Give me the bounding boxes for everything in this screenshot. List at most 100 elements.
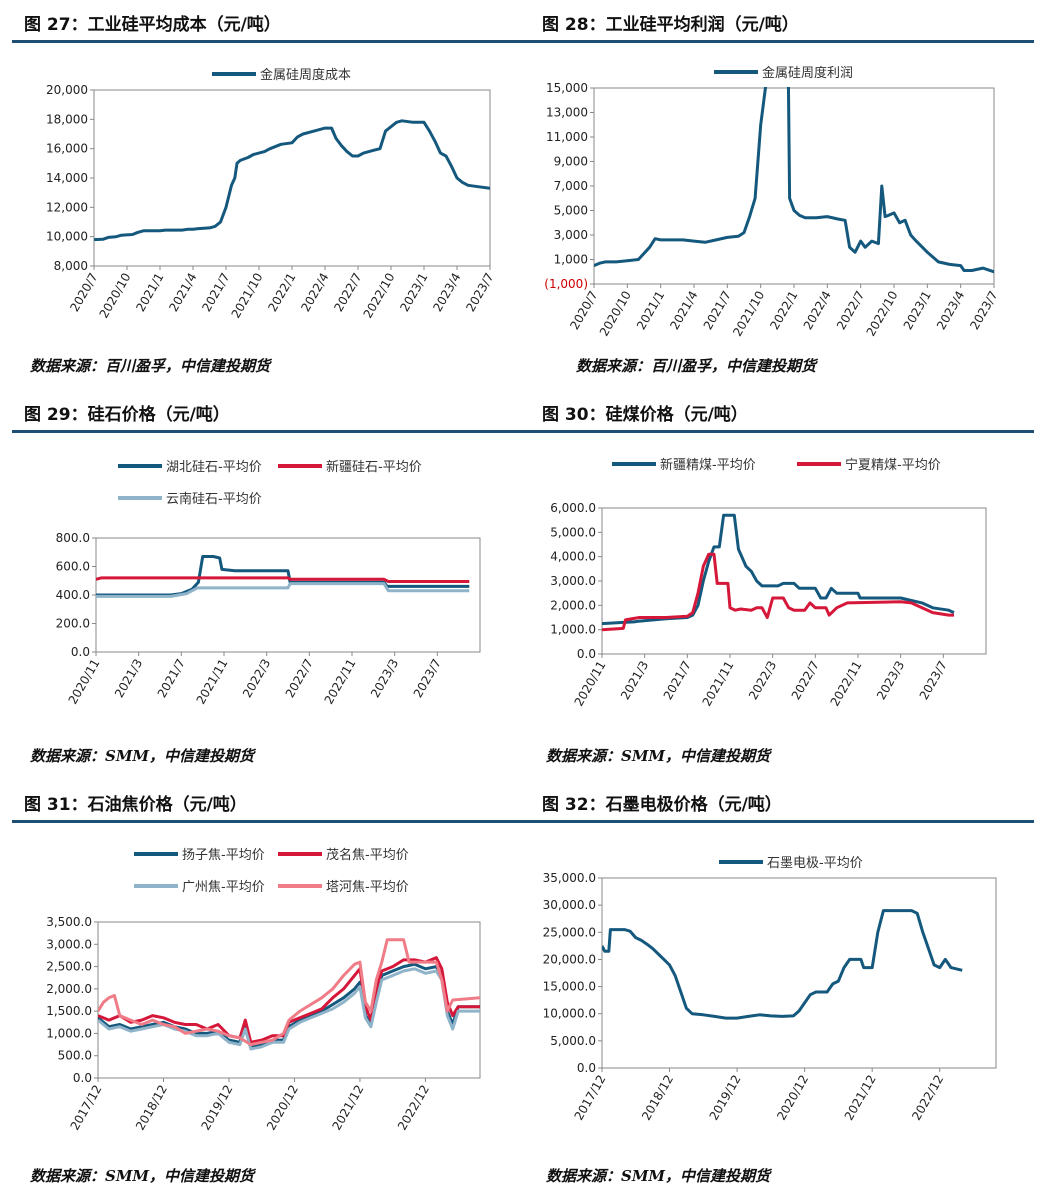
y-tick-label: 20,000	[46, 83, 88, 97]
y-tick-label: 30,000.0	[543, 898, 596, 912]
legend-label: 塔河焦-平均价	[326, 880, 409, 895]
y-tick-label: 11,000	[546, 130, 588, 144]
x-tick-label: 2018/12	[133, 1083, 170, 1133]
y-tick-label: 1,000.0	[46, 1026, 92, 1040]
y-tick-label: 0.0	[577, 1061, 596, 1075]
x-tick-label: 2021/12	[842, 1073, 879, 1123]
x-tick-label: 2023/4	[934, 289, 967, 333]
y-tick-label: 800.0	[56, 531, 90, 545]
y-tick-label: 2,000.0	[550, 598, 596, 612]
y-tick-label: 200.0	[56, 617, 90, 631]
x-tick-label: 2021/7	[199, 271, 232, 315]
y-tick-label: 18,000	[46, 112, 88, 126]
panel-fig28: 图 28：工业硅平均利润（元/吨） (1,000) 1,000 3,000 5,000…	[530, 0, 1034, 388]
y-tick-label: 600.0	[56, 560, 90, 574]
x-tick-label: 2021/7	[661, 659, 694, 703]
series-line	[94, 119, 490, 242]
x-tick-label: 2023/1	[397, 271, 430, 315]
y-tick-label: 0.0	[71, 645, 90, 659]
x-tick-label: 2020/10	[97, 271, 134, 321]
y-tick-label: 5,000.0	[550, 525, 596, 539]
title-rule	[530, 820, 1034, 823]
y-tick-label: 12,000	[46, 200, 88, 214]
x-tick-label: 2021/12	[329, 1083, 366, 1133]
x-tick-label: 2023/7	[411, 657, 444, 701]
figure-title: 图 27：工业硅平均成本（元/吨）	[24, 15, 281, 35]
title-rule	[12, 40, 534, 43]
y-tick-label: 20,000.0	[543, 952, 596, 966]
figure-title: 图 28：工业硅平均利润（元/吨）	[542, 15, 799, 35]
series-line	[594, 87, 994, 274]
x-tick-label: 2021/11	[194, 657, 231, 707]
chart-graphite-electrode: 0.0 5,000.0 10,000.0 15,000.0 20,000.0 25,000…	[543, 856, 997, 1123]
y-tick-label: 4,000.0	[550, 550, 596, 564]
y-tick-label: 35,000.0	[543, 871, 596, 885]
series-line	[96, 582, 470, 598]
x-tick-label: 2022/7	[789, 659, 822, 703]
source-note: 数据来源：SMM，中信建投期货	[30, 747, 255, 765]
legend-label: 新疆硅石-平均价	[326, 459, 422, 475]
x-tick-label: 2022/7	[834, 289, 867, 333]
y-tick-label: 14,000	[46, 171, 88, 185]
x-tick-label: 2017/12	[68, 1083, 105, 1133]
plot-frame	[601, 877, 997, 1069]
x-tick-label: 2022/12	[395, 1083, 432, 1133]
x-tick-label: 2020/7	[567, 289, 600, 333]
y-tick-label: 0.0	[73, 1071, 92, 1085]
y-tick-label: 7,000	[554, 179, 588, 193]
x-tick-label: 2020/7	[67, 271, 100, 315]
figure-title: 图 32：石墨电极价格（元/吨）	[542, 795, 782, 815]
x-tick-label: 2021/10	[730, 289, 767, 339]
figure-title: 图 29：硅石价格（元/吨）	[24, 405, 230, 425]
chart-silica-stone: 0.0 200.0 400.0 600.0 800.0 2020/11 2021/3 2021…	[56, 459, 481, 707]
x-tick-label: 2019/12	[199, 1083, 236, 1133]
y-tick-label: 6,000.0	[550, 501, 596, 515]
x-tick-label: 2021/3	[618, 659, 651, 703]
x-tick-label: 2022/7	[283, 657, 316, 701]
series-line	[98, 962, 480, 1049]
x-tick-label: 2022/1	[767, 289, 800, 333]
x-tick-label: 2021/1	[133, 271, 166, 315]
source-note: 数据来源：SMM，中信建投期货	[546, 1167, 771, 1185]
legend-label: 广州焦-平均价	[182, 880, 265, 895]
x-tick-label: 2021/11	[700, 659, 737, 709]
y-tick-label: 10,000.0	[543, 1007, 596, 1021]
panel-fig32: 图 32：石墨电极价格（元/吨） 0.0 5,000.0 10,000.0 15,00…	[530, 780, 1034, 1185]
y-tick-label: 2,000.0	[46, 982, 92, 996]
chart-silica-coal: 0.0 1,000.0 2,000.0 3,000.0 4,000.0 5,000.0 6,…	[550, 457, 987, 709]
figure-title: 图 31：石油焦价格（元/吨）	[24, 795, 247, 815]
title-rule	[12, 430, 534, 433]
x-tick-label: 2023/7	[967, 289, 1000, 333]
y-tick-label: 5,000	[554, 204, 588, 218]
y-tick-label: (1,000)	[544, 277, 588, 291]
x-tick-label: 2019/12	[707, 1073, 744, 1123]
plot-frame	[593, 87, 995, 285]
legend-label: 金属硅周度成本	[260, 67, 351, 83]
y-tick-label: 2,500.0	[46, 960, 92, 974]
legend-label: 湖北硅石-平均价	[166, 460, 262, 475]
x-tick-label: 2017/12	[572, 1073, 609, 1123]
y-tick-label: 15,000	[546, 81, 588, 95]
x-tick-label: 2022/3	[746, 659, 779, 703]
x-tick-label: 2023/3	[368, 657, 401, 701]
series-line	[602, 513, 955, 626]
y-tick-label: 1,000.0	[550, 623, 596, 637]
x-tick-label: 2023/1	[901, 289, 934, 333]
x-tick-label: 2022/11	[828, 659, 865, 709]
x-tick-label: 2020/10	[597, 289, 634, 339]
y-tick-label: 400.0	[56, 588, 90, 602]
x-tick-label: 2023/7	[463, 271, 496, 315]
legend-label: 茂名焦-平均价	[326, 847, 409, 863]
title-rule	[530, 40, 1034, 43]
x-tick-label: 2021/7	[701, 289, 734, 333]
x-tick-label: 2018/12	[639, 1073, 676, 1123]
x-tick-label: 2022/10	[361, 271, 398, 321]
legend-label: 新疆精煤-平均价	[660, 457, 756, 473]
y-tick-label: 3,000.0	[550, 574, 596, 588]
series-line	[98, 967, 480, 1051]
y-tick-label: 3,500.0	[46, 915, 92, 929]
panel-fig29: 图 29：硅石价格（元/吨） 0.0 200.0 400.0 600.0 800.0 20…	[12, 390, 534, 778]
x-tick-label: 2022/7	[331, 271, 364, 315]
panel-fig30: 图 30：硅煤价格（元/吨） 0.0 1,000.0 2,000.0 3,000.0 4…	[530, 390, 1034, 778]
y-tick-label: 25,000.0	[543, 925, 596, 939]
